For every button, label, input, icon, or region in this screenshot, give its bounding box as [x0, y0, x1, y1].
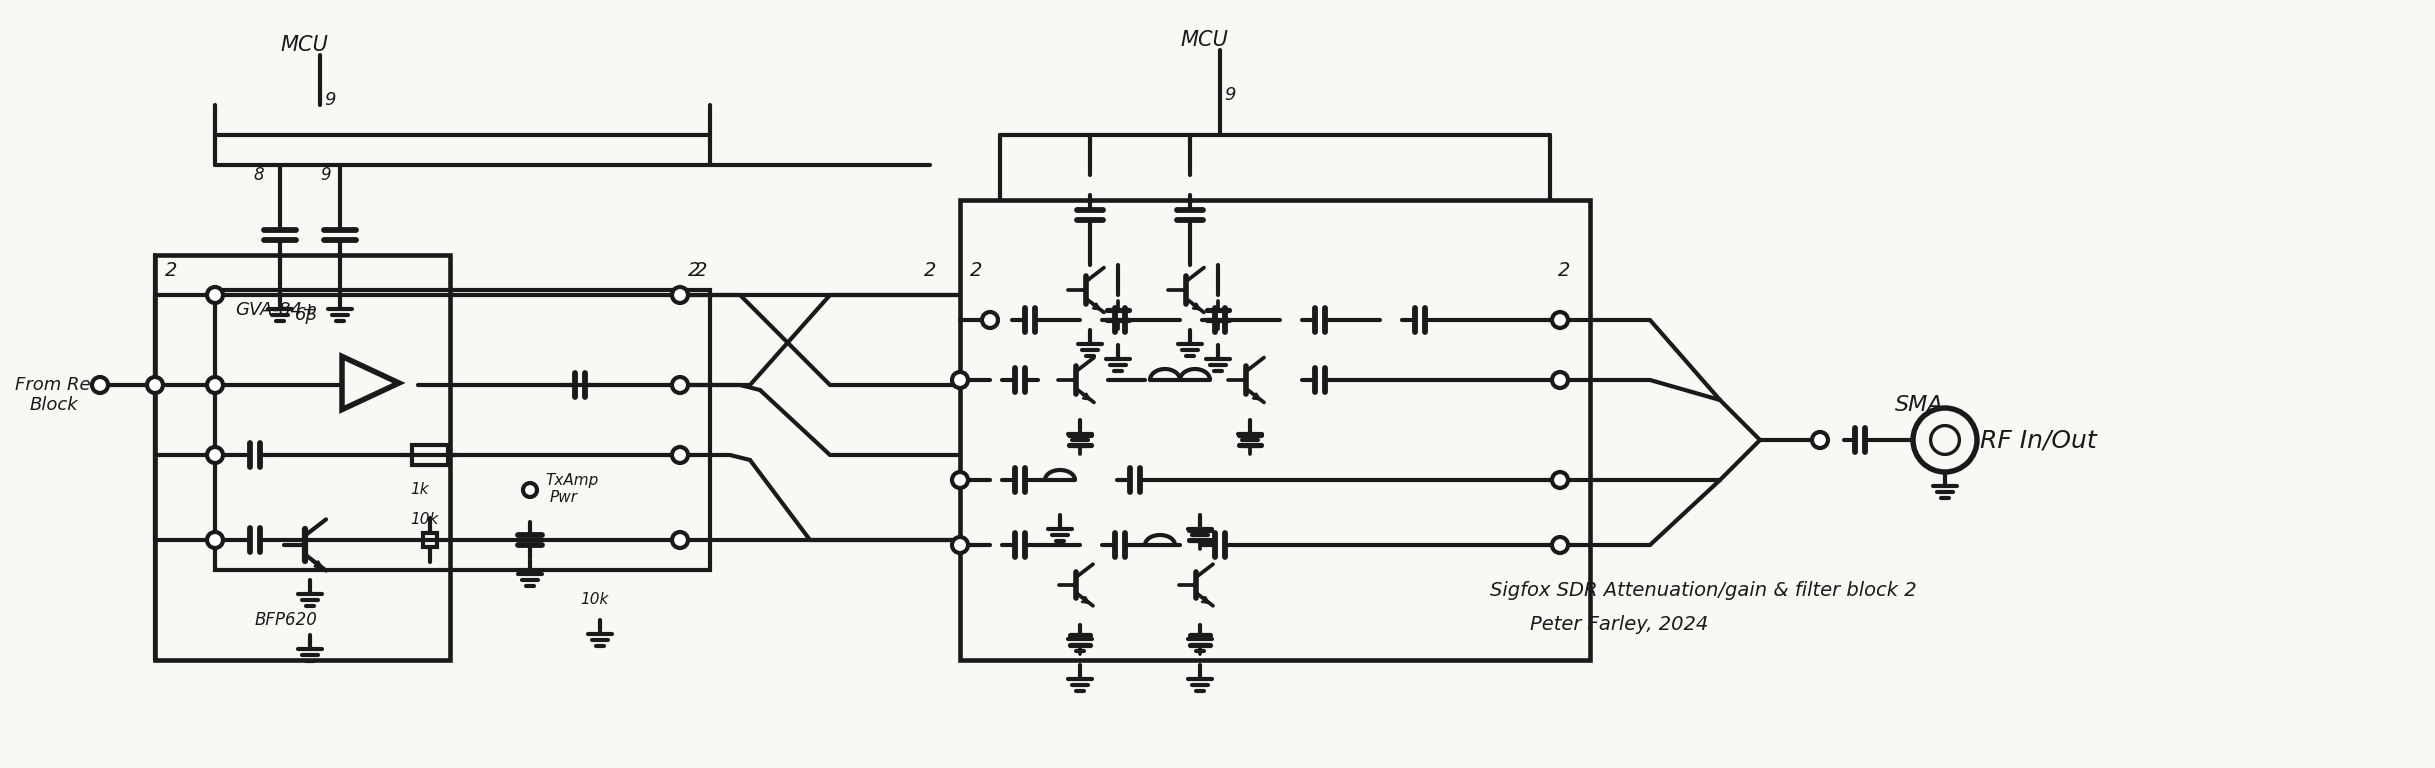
Text: 2: 2 [694, 260, 709, 280]
Circle shape [146, 377, 163, 393]
Circle shape [952, 537, 969, 553]
Text: MCU: MCU [1181, 30, 1227, 50]
Bar [424, 533, 436, 547]
Text: 9: 9 [324, 91, 336, 109]
Text: 6β: 6β [295, 306, 319, 324]
Circle shape [672, 287, 689, 303]
Text: Peter Farley, 2024: Peter Farley, 2024 [1529, 615, 1709, 634]
Text: 1k: 1k [409, 482, 429, 498]
Circle shape [524, 483, 538, 497]
Circle shape [672, 377, 689, 393]
Text: 10k: 10k [409, 512, 438, 528]
Text: 2: 2 [1558, 260, 1571, 280]
Bar [156, 255, 450, 660]
Bar [214, 290, 711, 570]
Text: 2: 2 [923, 260, 937, 280]
Circle shape [207, 447, 224, 463]
Circle shape [207, 377, 224, 393]
Circle shape [207, 287, 224, 303]
Circle shape [981, 312, 998, 328]
Text: 9: 9 [1225, 86, 1235, 104]
Bar [412, 445, 448, 465]
Circle shape [672, 532, 689, 548]
Circle shape [672, 447, 689, 463]
Text: 9: 9 [319, 166, 331, 184]
Circle shape [1551, 537, 1568, 553]
Circle shape [207, 532, 224, 548]
Text: Sigfox SDR Attenuation/gain & filter block 2: Sigfox SDR Attenuation/gain & filter blo… [1490, 581, 1916, 600]
Text: Block: Block [29, 396, 78, 414]
Text: 2: 2 [689, 260, 701, 280]
Bar [959, 200, 1590, 660]
Text: RF In/Out: RF In/Out [1980, 428, 2097, 452]
Circle shape [1551, 372, 1568, 388]
Circle shape [1551, 472, 1568, 488]
Text: GVA-84+: GVA-84+ [236, 301, 317, 319]
Circle shape [1551, 312, 1568, 328]
Text: MCU: MCU [280, 35, 329, 55]
Circle shape [1812, 432, 1829, 448]
Text: 2: 2 [166, 260, 178, 280]
Text: From Rev.: From Rev. [15, 376, 105, 394]
Text: 2: 2 [969, 260, 981, 280]
Circle shape [93, 377, 107, 393]
Text: SMA: SMA [1894, 395, 1943, 415]
Circle shape [952, 372, 969, 388]
Text: TxAmp: TxAmp [545, 472, 599, 488]
Text: 8: 8 [253, 166, 263, 184]
Text: Pwr: Pwr [550, 491, 577, 505]
Text: BFP620: BFP620 [256, 611, 319, 629]
Circle shape [952, 472, 969, 488]
Text: 10k: 10k [580, 592, 609, 607]
